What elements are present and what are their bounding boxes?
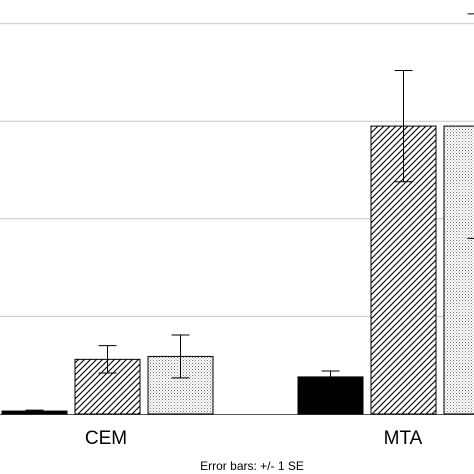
- bar-mta-series-3: [443, 125, 474, 415]
- error-bars-caption: Error bars: +/- 1 SE: [200, 459, 304, 473]
- x-tick-label-cem: CEM: [85, 428, 127, 449]
- x-tick-labels: CEM MTA: [85, 428, 423, 449]
- bars: [1, 13, 474, 415]
- x-tick-label-mta: MTA: [384, 428, 423, 449]
